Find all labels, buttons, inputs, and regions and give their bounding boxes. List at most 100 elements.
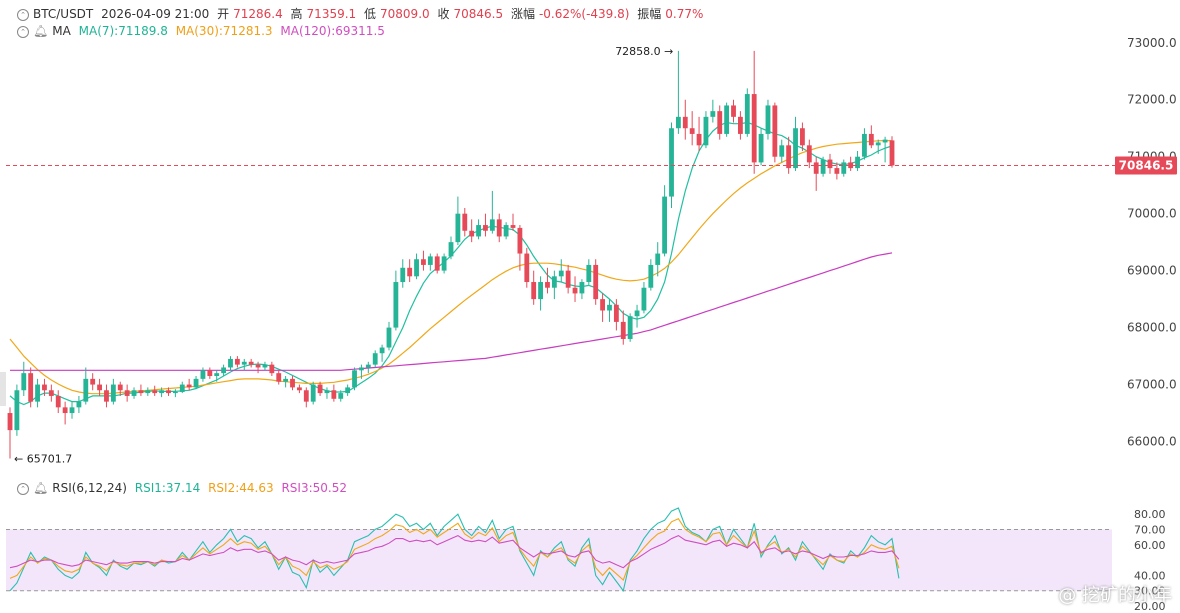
candle-body <box>634 310 640 317</box>
price-tick-label: 66000.0 <box>1127 435 1177 449</box>
collapse-icon[interactable]: ⌃ <box>17 482 29 495</box>
candle <box>48 384 54 402</box>
rsi-tick-label: 80.00 <box>1134 508 1166 521</box>
candle-body <box>186 384 192 388</box>
candle-body <box>813 162 819 174</box>
candle-body <box>35 384 40 402</box>
candle <box>572 276 578 302</box>
candle <box>489 190 495 234</box>
candle <box>751 50 757 174</box>
candle-body <box>159 390 165 394</box>
candle <box>448 236 454 260</box>
rsi-line-rsi3 <box>9 534 900 569</box>
candle <box>806 139 812 169</box>
bell-icon[interactable]: 🔔︎ <box>33 481 49 495</box>
candle-body <box>648 264 654 288</box>
candle <box>441 253 447 274</box>
candle-body <box>489 219 495 231</box>
candle-body <box>269 364 275 374</box>
candle <box>7 407 13 459</box>
rsi3-value: RSI3:50.52 <box>281 481 347 495</box>
amplitude-label: 振幅 <box>637 7 662 21</box>
candle-body <box>717 111 723 134</box>
high-value: 71359.1 <box>306 7 357 21</box>
candle <box>545 267 550 294</box>
candle <box>365 361 371 374</box>
candle-body <box>545 282 550 288</box>
candle <box>269 361 275 377</box>
rsi-band <box>6 529 1112 591</box>
rsi-label[interactable]: RSI(6,12,24) <box>52 481 127 495</box>
candle-body <box>862 133 867 157</box>
ma-label[interactable]: MA <box>52 24 71 38</box>
candle <box>710 99 716 123</box>
min-price-label: ← 65701.7 <box>14 453 72 466</box>
candle-body <box>469 230 475 237</box>
candle <box>131 387 137 399</box>
collapse-icon[interactable]: ⌃ <box>17 8 29 21</box>
candle-body <box>28 373 34 402</box>
candle <box>820 156 826 177</box>
candle <box>345 384 351 396</box>
candle-body <box>331 390 337 399</box>
candle <box>565 264 571 294</box>
candle <box>21 361 27 396</box>
candle <box>55 390 61 414</box>
change-label: 涨幅 <box>510 7 535 21</box>
bell-icon[interactable]: 🔔︎ <box>33 24 49 38</box>
candle-body <box>276 373 282 382</box>
candle-body <box>476 225 481 237</box>
candle <box>510 213 516 231</box>
candle-body <box>641 287 647 311</box>
rsi-axis[interactable]: 80.00 70.00 60.00 40.00 30.00 20.00 <box>1134 508 1166 613</box>
candle-body <box>434 256 440 271</box>
candle-body <box>724 105 730 134</box>
candle <box>724 102 730 137</box>
change-value: -0.62%(-439.8) <box>538 7 630 21</box>
price-axis[interactable]: 73000.072000.071000.070000.069000.068000… <box>6 36 1177 449</box>
price-tick-label: 73000.0 <box>1127 36 1177 50</box>
candle-body <box>751 94 757 163</box>
candle <box>717 105 723 140</box>
candle-body <box>607 304 612 311</box>
symbol-label[interactable]: BTC/USDT <box>33 7 94 21</box>
candle-body <box>296 387 302 391</box>
candle <box>97 378 102 396</box>
candle <box>14 384 20 436</box>
candle-body <box>76 401 82 408</box>
collapse-icon[interactable]: ⌃ <box>17 25 29 38</box>
candle <box>393 270 399 331</box>
candle-body <box>882 139 888 143</box>
candle-body <box>55 395 61 408</box>
candle-body <box>124 390 130 396</box>
candle <box>290 376 295 391</box>
candle-body <box>324 390 330 394</box>
open-label: 开 <box>217 7 230 21</box>
candle-body <box>827 159 833 169</box>
high-label: 高 <box>290 7 303 21</box>
ma-line-ma30 <box>9 139 893 395</box>
candle-body <box>517 227 523 254</box>
candle <box>221 364 227 377</box>
close-value: 70846.5 <box>453 7 504 21</box>
candle <box>765 99 771 140</box>
candle-body <box>710 111 716 117</box>
candle <box>145 387 151 396</box>
candle-body <box>820 159 826 174</box>
candle <box>359 364 364 379</box>
candle <box>586 259 592 285</box>
rsi-tick-label: 30.00 <box>1134 585 1166 598</box>
candle-body <box>593 264 599 300</box>
candle <box>400 259 406 288</box>
candlestick-series[interactable] <box>7 50 895 459</box>
candle <box>372 350 378 368</box>
candle-body <box>42 384 47 391</box>
candle <box>875 139 881 154</box>
candle-body <box>166 390 171 394</box>
candle-body <box>586 264 592 283</box>
candle <box>696 116 702 152</box>
candle <box>593 259 599 305</box>
candle-body <box>682 116 688 129</box>
ma7-value: MA(7):71189.8 <box>78 24 168 38</box>
